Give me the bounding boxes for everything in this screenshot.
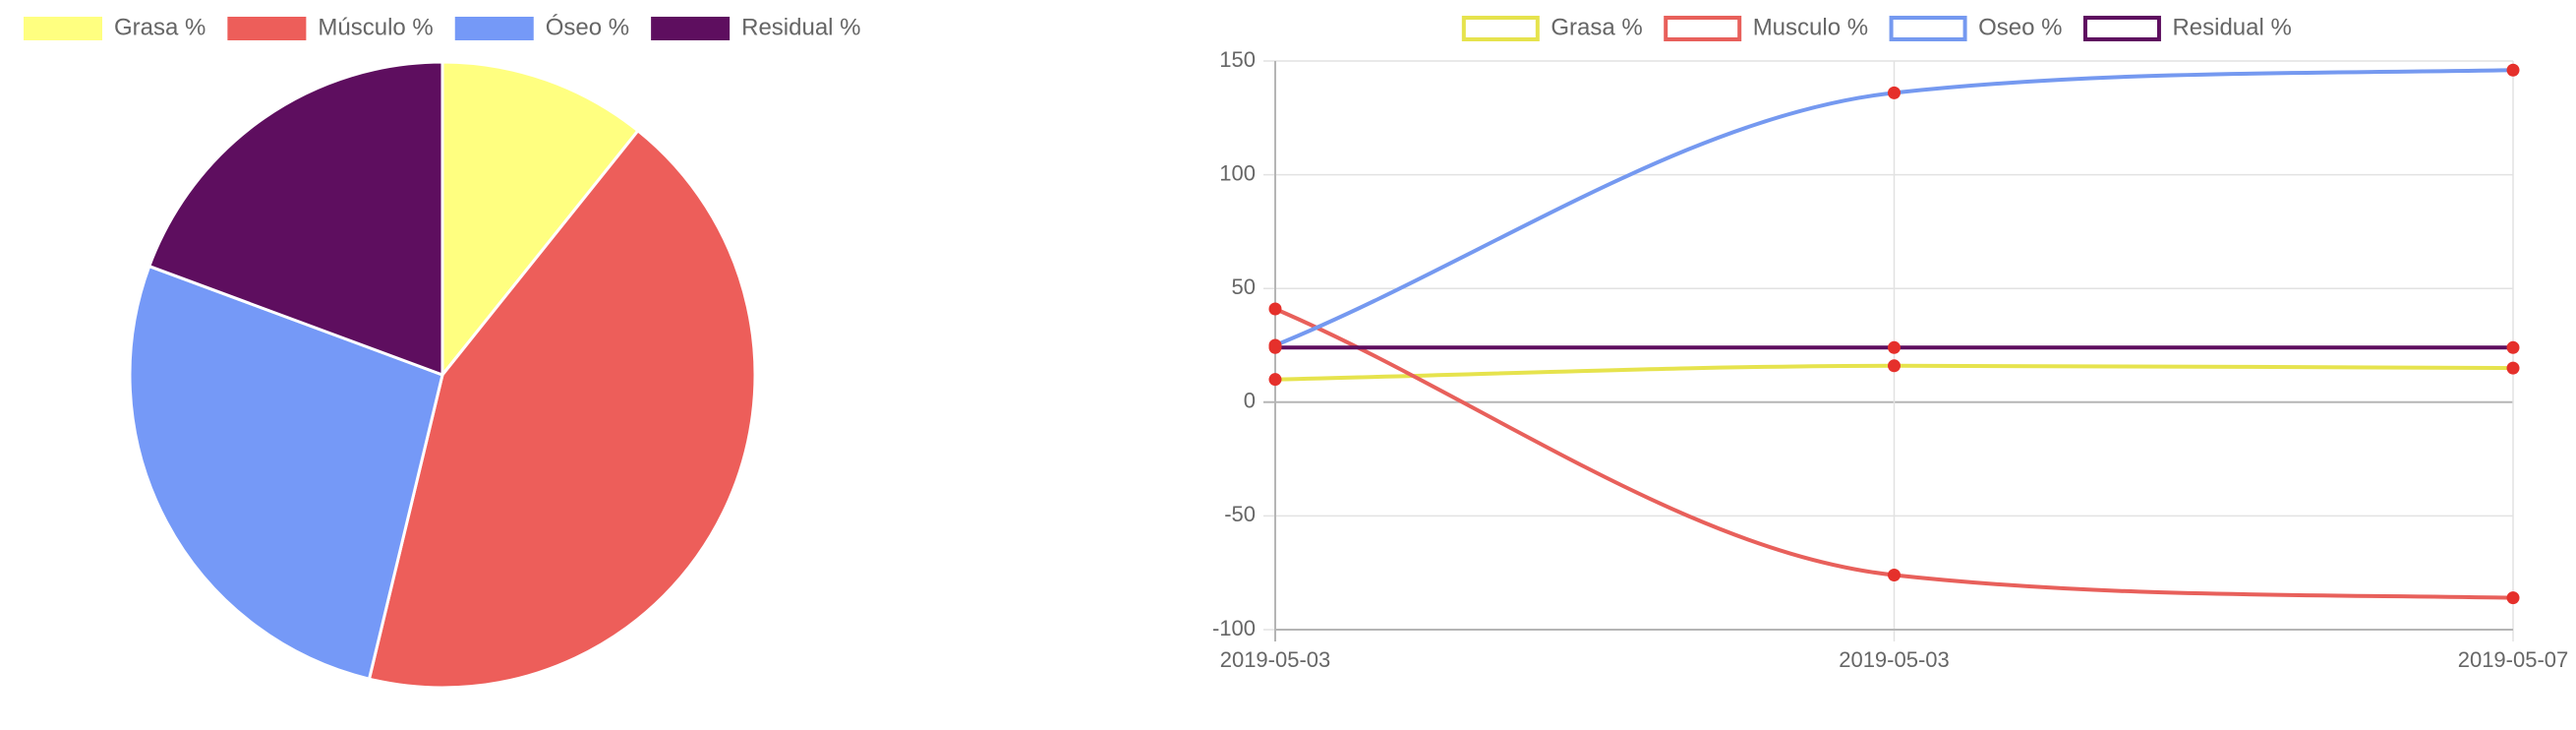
pie-slice-oseo [128, 265, 444, 681]
data-point-residual-0 [1268, 340, 1282, 354]
line-legend-swatch-grasa [1461, 16, 1540, 41]
line-legend-label-grasa: Grasa % [1551, 14, 1642, 40]
pie-legend-label-oseo: Óseo % [546, 14, 629, 40]
line-legend-label-residual: Residual % [2172, 14, 2291, 40]
pie-legend-swatch-grasa [24, 17, 102, 40]
data-point-musculo-2 [2506, 591, 2520, 605]
y-tick-label-0: 0 [1244, 389, 1256, 413]
pie-legend-swatch-residual [651, 17, 731, 40]
pie-slice-grasa [440, 60, 640, 377]
pie-chart-panel: Grasa % Músculo % Óseo % Residual % [0, 0, 885, 730]
line-legend-swatch-residual [2082, 16, 2161, 41]
pie-legend-item-residual: Residual % [651, 14, 861, 40]
line-legend-item-oseo: Oseo % [1889, 14, 2062, 41]
data-point-oseo-1 [1888, 86, 1901, 99]
line-chart-panel: Grasa % Musculo % Oseo % Residual % 150 100 50… [1160, 0, 2576, 730]
pie-legend-label-grasa: Grasa % [114, 14, 205, 40]
x-tick-label-2: 2019-05-07 [2458, 647, 2569, 672]
line-legend-label-musculo: Musculo % [1753, 14, 1868, 40]
data-point-grasa-1 [1888, 359, 1901, 373]
y-tick-label-150: 150 [1219, 47, 1256, 72]
x-axis-ticks: 2019-05-03 2019-05-03 2019-05-07 [1220, 647, 2569, 672]
line-legend-item-grasa: Grasa % [1461, 14, 1643, 41]
y-tick-label-100: -100 [1212, 616, 1256, 640]
pie-legend-item-oseo: Óseo % [454, 14, 629, 40]
data-point-oseo-2 [2506, 63, 2520, 77]
pie-legend-item-grasa: Grasa % [24, 14, 205, 40]
line-legend: Grasa % Musculo % Oseo % Residual % [1461, 14, 2292, 41]
x-tick-label-1: 2019-05-03 [1839, 647, 1950, 672]
pie-legend-item-musculo: Músculo % [227, 14, 434, 40]
data-point-residual-2 [2506, 340, 2520, 354]
data-point-grasa-2 [2506, 361, 2520, 375]
line-legend-label-oseo: Oseo % [1978, 14, 2062, 40]
y-tick-label-50: 50 [1232, 274, 1256, 299]
line-chart: Grasa % Musculo % Oseo % Residual % 150 100 50… [1212, 14, 2569, 672]
data-point-residual-1 [1888, 340, 1901, 354]
data-point-musculo-1 [1888, 569, 1901, 582]
data-point-grasa-0 [1268, 373, 1282, 387]
line-points-group [1268, 63, 2520, 605]
line-grid [1263, 60, 2514, 641]
pie-legend: Grasa % Músculo % Óseo % Residual % [24, 14, 861, 40]
pie-legend-label-residual: Residual % [741, 14, 860, 40]
y-tick-label-100: 100 [1219, 160, 1256, 185]
pie-slice-residual [147, 60, 444, 377]
line-legend-item-musculo: Musculo % [1664, 14, 1868, 41]
line-legend-swatch-oseo [1889, 16, 1967, 41]
data-point-musculo-0 [1268, 302, 1282, 316]
x-tick-label-0: 2019-05-03 [1220, 647, 1331, 672]
y-axis-ticks: 150 100 50 0 -50 -100 [1212, 47, 1256, 640]
y-tick-label-50: -50 [1224, 502, 1256, 526]
line-legend-item-residual: Residual % [2082, 14, 2292, 41]
pie-slices [128, 60, 757, 690]
pie-chart: Grasa % Músculo % Óseo % Residual % [24, 14, 861, 690]
line-legend-swatch-musculo [1664, 16, 1742, 41]
pie-legend-label-musculo: Músculo % [318, 14, 433, 40]
pie-slice-musculo [368, 129, 757, 690]
pie-legend-swatch-oseo [454, 17, 534, 40]
pie-legend-swatch-musculo [227, 17, 307, 40]
